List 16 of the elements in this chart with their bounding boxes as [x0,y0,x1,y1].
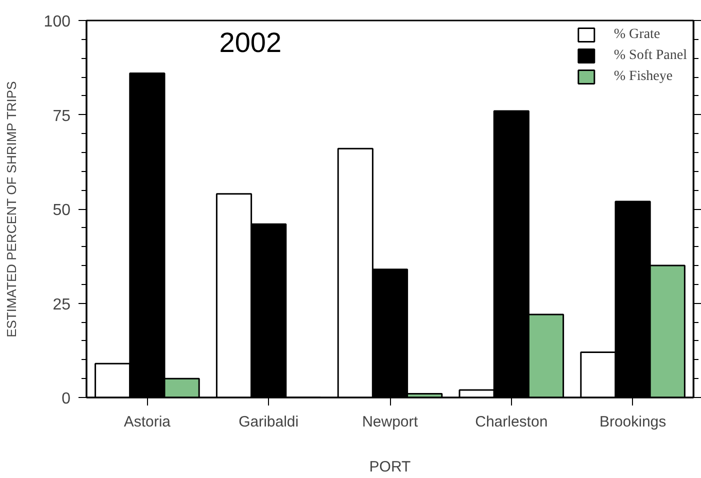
y-tick-label: 100 [44,14,71,30]
x-tick-label: Astoria [124,414,172,430]
y-tick-label: 75 [52,108,71,125]
x-axis-title: PORT [369,458,411,476]
x-tick-label: Newport [362,414,419,430]
y-tick-label: 0 [62,390,71,408]
legend-label: % Fisheye [614,68,673,84]
legend-label: % Grate [614,26,660,42]
legend-label: % Soft Panel [614,48,687,64]
chart-title: 2002 [219,26,282,58]
x-tick-label: Garibaldi [238,414,299,430]
y-tick-label: 50 [52,202,71,219]
y-tick-label: 25 [52,296,71,314]
y-axis-title: ESTIMATED PERCENT OF SHRIMP TRIPS [4,80,19,338]
x-tick-label: Brookings [599,414,666,430]
x-tick-label: Charleston [475,414,548,430]
